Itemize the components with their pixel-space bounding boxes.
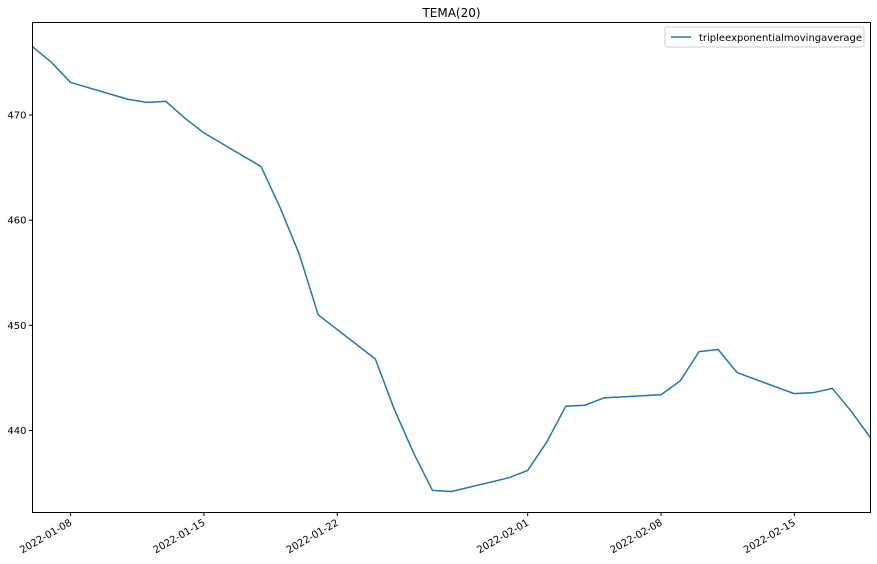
x-axis: 2022-01-08 2022-01-15 2022-01-22 2022-02-01… (18, 512, 798, 557)
legend-box (664, 26, 865, 48)
x-tick-label: 2022-01-08 (18, 518, 74, 557)
legend: tripleexponentialmovingaverage (664, 26, 865, 48)
y-tick-label: 460 (7, 216, 26, 227)
x-tick-label: 2022-02-01 (475, 518, 531, 557)
series-layer (32, 46, 872, 493)
x-tick-label: 2022-02-08 (609, 518, 665, 557)
chart-title: TEMA(20) (421, 6, 480, 20)
y-tick-label: 450 (7, 321, 26, 332)
x-tick-label: 2022-01-15 (152, 518, 208, 557)
series-line-0 (32, 46, 872, 493)
y-tick-label: 440 (7, 426, 26, 437)
x-tick-label: 2022-01-22 (285, 518, 341, 557)
legend-label: tripleexponentialmovingaverage (699, 33, 862, 44)
plot-frame (32, 22, 871, 513)
y-axis: 440 450 460 470 (7, 111, 33, 437)
y-tick-label: 470 (7, 111, 26, 122)
x-tick-label: 2022-02-15 (742, 518, 798, 557)
